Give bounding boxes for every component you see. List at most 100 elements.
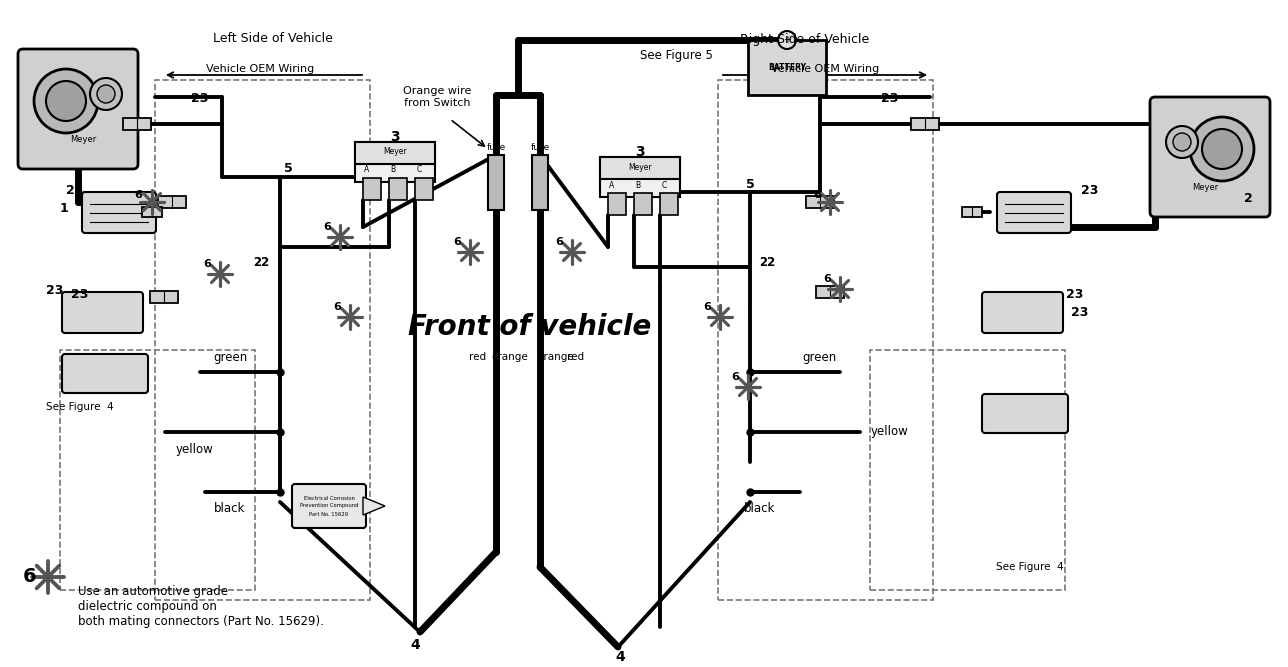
Text: 23: 23 bbox=[1066, 289, 1083, 301]
Text: 22: 22 bbox=[252, 255, 269, 269]
Text: orange: orange bbox=[492, 352, 528, 362]
Text: 2: 2 bbox=[1244, 193, 1252, 205]
Bar bbox=[532, 155, 547, 210]
Text: Meyer: Meyer bbox=[384, 147, 407, 157]
Text: Left Side of Vehicle: Left Side of Vehicle bbox=[213, 33, 332, 45]
Text: 6: 6 bbox=[555, 237, 563, 247]
Text: black: black bbox=[744, 502, 775, 516]
Text: 3: 3 bbox=[635, 145, 645, 159]
Bar bbox=[817, 286, 844, 298]
Bar bbox=[149, 291, 178, 303]
Text: fuse: fuse bbox=[487, 143, 506, 153]
FancyBboxPatch shape bbox=[292, 484, 366, 528]
FancyBboxPatch shape bbox=[981, 394, 1068, 433]
Polygon shape bbox=[363, 497, 385, 515]
Bar bbox=[659, 193, 677, 215]
Text: 23: 23 bbox=[46, 283, 63, 297]
Text: C: C bbox=[661, 181, 667, 189]
Bar bbox=[488, 155, 504, 210]
Bar bbox=[389, 178, 407, 200]
Bar bbox=[415, 178, 433, 200]
Text: red: red bbox=[568, 352, 585, 362]
Text: 6: 6 bbox=[204, 259, 211, 269]
Bar bbox=[748, 40, 826, 95]
Text: Vehicle OEM Wiring: Vehicle OEM Wiring bbox=[772, 64, 880, 74]
Circle shape bbox=[778, 31, 796, 49]
Text: 3: 3 bbox=[390, 130, 399, 144]
Circle shape bbox=[90, 78, 122, 110]
Text: Use an automotive grade
dielectric compound on
both mating connectors (Part No. : Use an automotive grade dielectric compo… bbox=[79, 585, 323, 628]
Text: 4: 4 bbox=[410, 638, 420, 652]
Text: 23: 23 bbox=[1082, 183, 1099, 197]
Text: 6: 6 bbox=[334, 302, 341, 312]
Bar bbox=[122, 118, 151, 130]
Circle shape bbox=[97, 85, 115, 103]
Text: Meyer: Meyer bbox=[629, 163, 652, 171]
Text: See Figure 5: See Figure 5 bbox=[640, 49, 712, 61]
Text: 1: 1 bbox=[59, 203, 68, 215]
Circle shape bbox=[1190, 117, 1255, 181]
Text: Right Side of Vehicle: Right Side of Vehicle bbox=[741, 33, 869, 45]
FancyBboxPatch shape bbox=[62, 354, 148, 393]
Text: See Figure  4: See Figure 4 bbox=[996, 562, 1064, 572]
Bar bbox=[142, 207, 162, 217]
Text: C: C bbox=[416, 165, 421, 175]
Text: 23: 23 bbox=[66, 183, 84, 197]
Text: 6: 6 bbox=[23, 568, 37, 586]
Text: 23: 23 bbox=[71, 289, 89, 301]
Text: Meyer: Meyer bbox=[70, 135, 97, 143]
Text: A: A bbox=[609, 181, 614, 189]
Text: 6: 6 bbox=[813, 190, 820, 200]
Text: 23: 23 bbox=[1072, 305, 1088, 319]
Text: 22: 22 bbox=[759, 255, 775, 269]
Text: black: black bbox=[214, 502, 246, 516]
Text: BATTERY: BATTERY bbox=[768, 63, 806, 73]
Text: yellow: yellow bbox=[176, 442, 214, 456]
Text: Orange wire
from Switch: Orange wire from Switch bbox=[403, 86, 471, 108]
FancyBboxPatch shape bbox=[18, 49, 138, 169]
FancyBboxPatch shape bbox=[997, 192, 1072, 233]
Text: B: B bbox=[635, 181, 640, 189]
Circle shape bbox=[46, 81, 86, 121]
Circle shape bbox=[33, 69, 98, 133]
Text: +: + bbox=[783, 35, 791, 45]
Bar bbox=[363, 178, 381, 200]
Bar bbox=[806, 196, 835, 208]
FancyBboxPatch shape bbox=[62, 292, 143, 333]
Circle shape bbox=[1173, 133, 1191, 151]
Bar bbox=[608, 193, 626, 215]
Text: Front of vehicle: Front of vehicle bbox=[408, 313, 652, 341]
Circle shape bbox=[1166, 126, 1198, 158]
Text: 23: 23 bbox=[881, 93, 899, 105]
Text: Meyer: Meyer bbox=[1191, 183, 1218, 191]
Circle shape bbox=[1202, 129, 1242, 169]
FancyBboxPatch shape bbox=[82, 192, 156, 233]
Text: Electrical Corrosion: Electrical Corrosion bbox=[304, 496, 354, 500]
Text: 5: 5 bbox=[283, 163, 292, 175]
Bar bbox=[634, 193, 652, 215]
Text: yellow: yellow bbox=[871, 426, 909, 438]
Bar bbox=[355, 142, 435, 164]
Text: green: green bbox=[213, 350, 247, 364]
FancyBboxPatch shape bbox=[981, 292, 1063, 333]
Text: orange: orange bbox=[537, 352, 574, 362]
Bar bbox=[158, 196, 185, 208]
Text: 4: 4 bbox=[616, 650, 625, 664]
Bar bbox=[911, 118, 939, 130]
Text: red: red bbox=[469, 352, 487, 362]
Text: A: A bbox=[365, 165, 370, 175]
Text: Prevention Compound: Prevention Compound bbox=[300, 504, 358, 508]
Text: 6: 6 bbox=[323, 222, 331, 232]
Text: green: green bbox=[802, 350, 837, 364]
Bar bbox=[600, 157, 680, 179]
Text: 6: 6 bbox=[703, 302, 711, 312]
Text: 6: 6 bbox=[823, 274, 831, 284]
Text: 6: 6 bbox=[453, 237, 461, 247]
Text: 6: 6 bbox=[732, 372, 739, 382]
Bar bbox=[962, 207, 981, 217]
FancyBboxPatch shape bbox=[1150, 97, 1270, 217]
Text: B: B bbox=[390, 165, 395, 175]
Bar bbox=[355, 142, 435, 182]
Bar bbox=[600, 157, 680, 197]
Text: 5: 5 bbox=[746, 177, 755, 191]
